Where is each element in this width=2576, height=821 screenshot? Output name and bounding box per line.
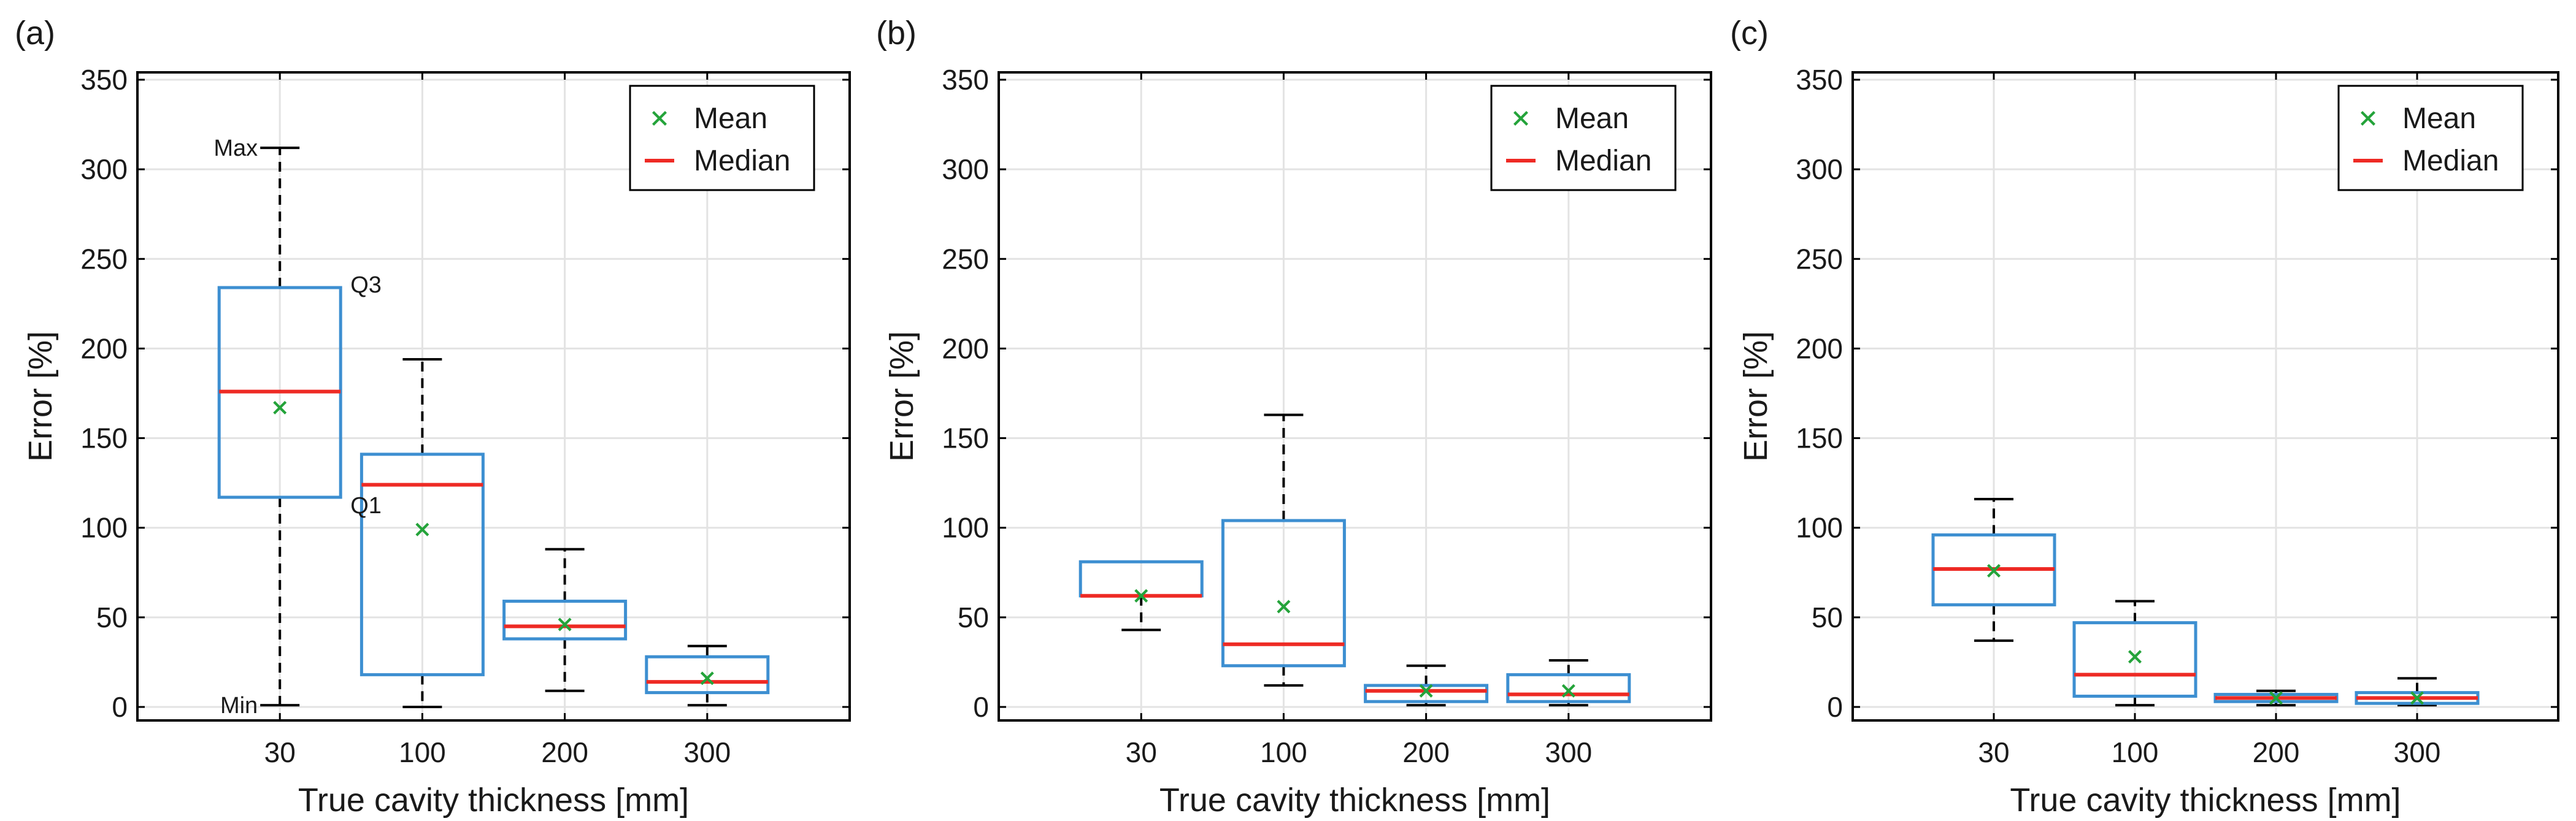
chart-panel-1: 0 50 100 150 200 250 300 350 30 100 200 300 True cav…: [15, 15, 851, 819]
mean-marker: [2269, 691, 2283, 705]
y-tick-label: 100: [942, 512, 989, 544]
plot-frame: [998, 71, 1712, 722]
legend-median-label: Median: [694, 145, 790, 177]
mean-marker: [1134, 589, 1148, 603]
panel-label: (b): [876, 15, 917, 52]
mean-marker: [558, 617, 572, 632]
y-tick-label: 50: [958, 601, 989, 633]
y-tick-label: 50: [96, 601, 128, 633]
x-tick-label: 300: [683, 736, 731, 768]
legend-mean-icon: [2361, 111, 2375, 126]
y-axis-label: Error [%]: [883, 331, 920, 462]
mean-marker: [1987, 563, 2001, 578]
legend-median-label: Median: [1555, 145, 1651, 177]
y-tick-label: 150: [942, 422, 989, 454]
mean-marker: [700, 671, 714, 685]
chart-panel-2: 0 50 100 150 200 250 300 350 30 100 200 300 True cav…: [876, 15, 1712, 819]
annotation-q3: Q3: [350, 272, 382, 298]
x-axis-label: True cavity thickness [mm]: [2010, 782, 2401, 819]
mean-marker: [1561, 684, 1575, 698]
legend: Mean Median: [1490, 85, 1677, 191]
legend: Mean Median: [629, 85, 815, 191]
x-tick-label: 200: [2253, 736, 2300, 768]
x-tick-label: 100: [399, 736, 446, 768]
y-tick-label: 200: [1796, 332, 1843, 364]
mean-marker: [2128, 650, 2142, 664]
y-tick-label: 200: [80, 332, 128, 364]
y-tick-label: 150: [80, 422, 128, 454]
y-tick-label: 200: [942, 332, 989, 364]
legend-mean-icon: [652, 111, 667, 126]
x-tick-label: 200: [541, 736, 588, 768]
y-tick-label: 100: [80, 512, 128, 544]
box-iqr: [1221, 519, 1346, 668]
legend-mean-label: Mean: [1555, 102, 1629, 135]
y-tick-label: 0: [973, 691, 989, 723]
x-tick-label: 30: [1978, 736, 2009, 768]
box-iqr: [502, 600, 628, 641]
mean-marker: [415, 522, 429, 537]
annotation-q1: Q1: [350, 493, 382, 519]
mean-marker: [1277, 600, 1291, 614]
legend-mean-icon: [1513, 111, 1528, 126]
x-tick-label: 30: [1126, 736, 1157, 768]
y-tick-label: 250: [942, 243, 989, 275]
box-iqr: [1364, 684, 1489, 703]
legend-mean-label: Mean: [694, 102, 767, 135]
x-tick-label: 200: [1402, 736, 1450, 768]
mean-marker: [273, 400, 287, 414]
y-tick-label: 0: [112, 691, 128, 723]
chart-panel-3: 0 50 100 150 200 250 300 350 30 100 200 300 True cav…: [1730, 15, 2559, 819]
y-tick-label: 300: [80, 153, 128, 185]
plot-frame: [136, 71, 851, 722]
y-tick-label: 250: [80, 243, 128, 275]
mean-marker: [2410, 691, 2424, 705]
x-tick-label: 300: [2394, 736, 2441, 768]
legend-frame: [629, 85, 815, 191]
y-tick-label: 350: [942, 64, 989, 96]
y-tick-label: 100: [1796, 512, 1843, 544]
box-iqr: [359, 453, 485, 676]
y-tick-label: 350: [1796, 64, 1843, 96]
panel-label: (c): [1730, 15, 1769, 52]
legend: Mean Median: [2337, 85, 2524, 191]
box-iqr: [2072, 621, 2197, 698]
mean-marker: [1419, 684, 1433, 698]
box-iqr: [645, 655, 770, 695]
legend-mean-label: Mean: [2402, 102, 2476, 135]
annotation-max: Max: [213, 136, 258, 161]
x-axis-label: True cavity thickness [mm]: [1159, 782, 1550, 819]
plot-frame: [1851, 71, 2559, 722]
x-tick-label: 100: [1260, 736, 1307, 768]
y-tick-label: 150: [1796, 422, 1843, 454]
y-axis-label: Error [%]: [22, 331, 59, 462]
legend-frame: [2337, 85, 2524, 191]
x-tick-label: 30: [264, 736, 296, 768]
y-tick-label: 0: [1827, 691, 1843, 723]
x-tick-label: 300: [1545, 736, 1592, 768]
y-tick-label: 300: [1796, 153, 1843, 185]
legend-frame: [1490, 85, 1677, 191]
legend-median-label: Median: [2402, 145, 2499, 177]
annotation-min: Min: [220, 693, 258, 719]
y-axis-label: Error [%]: [1737, 331, 1774, 462]
panel-label: (a): [15, 15, 55, 52]
x-axis-label: True cavity thickness [mm]: [298, 782, 689, 819]
box-iqr: [1506, 673, 1631, 703]
y-tick-label: 50: [1812, 601, 1843, 633]
y-tick-label: 250: [1796, 243, 1843, 275]
y-tick-label: 350: [80, 64, 128, 96]
x-tick-label: 100: [2112, 736, 2159, 768]
y-tick-label: 300: [942, 153, 989, 185]
